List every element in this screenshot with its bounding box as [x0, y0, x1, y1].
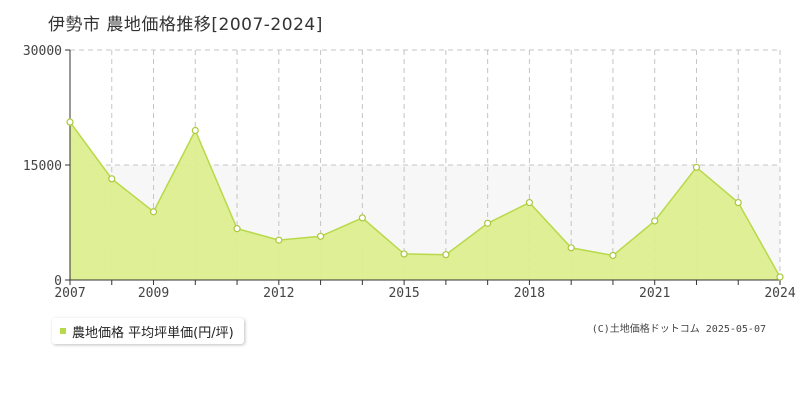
x-tick-label: 2015 — [388, 286, 419, 301]
chart-title: 伊勢市 農地価格推移[2007-2024] — [48, 15, 323, 35]
x-tick-label: 2012 — [263, 286, 294, 301]
data-point — [734, 198, 742, 207]
series-area — [70, 122, 780, 280]
data-point — [442, 251, 450, 259]
legend: 農地価格 平均坪単価(円/坪) — [52, 318, 244, 344]
data-point — [609, 251, 617, 260]
copyright-text: (C)土地価格ドットコム 2025-05-07 — [591, 324, 766, 335]
data-point — [108, 175, 116, 183]
data-point — [233, 225, 241, 233]
x-tick-label: 2021 — [639, 286, 670, 301]
legend-label: 農地価格 平均坪単価(円/坪) — [72, 325, 234, 341]
legend-swatch — [60, 328, 66, 334]
y-tick-label: 0 — [54, 274, 62, 289]
y-tick-label: 15000 — [23, 159, 62, 174]
data-point — [316, 232, 325, 240]
data-point — [525, 198, 534, 207]
x-tick-label: 2024 — [764, 286, 795, 301]
data-point — [776, 273, 784, 281]
data-point — [149, 208, 158, 216]
y-tick-label: 30000 — [23, 44, 62, 59]
series-line — [69, 121, 781, 278]
data-point — [66, 118, 74, 126]
data-point — [484, 219, 492, 227]
data-point — [651, 217, 659, 225]
data-point — [567, 244, 575, 252]
data-point — [400, 250, 408, 258]
data-point — [275, 236, 283, 244]
x-tick-label: 2009 — [138, 286, 169, 301]
x-tick-label: 2007 — [54, 286, 85, 301]
data-point — [191, 126, 199, 135]
data-point — [358, 214, 366, 222]
data-point — [692, 163, 701, 171]
x-tick-label: 2018 — [514, 286, 545, 301]
